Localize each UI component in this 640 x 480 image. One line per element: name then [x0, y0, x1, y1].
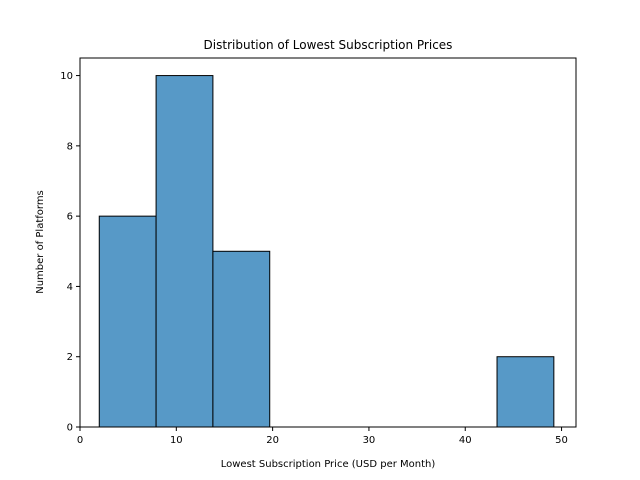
- y-tick-label: 2: [67, 352, 73, 363]
- bars-group: [98, 75, 555, 428]
- x-tick-label: 0: [77, 435, 83, 446]
- y-tick-label: 8: [67, 141, 73, 152]
- x-tick-label: 30: [363, 435, 376, 446]
- chart-title: Distribution of Lowest Subscription Pric…: [204, 38, 453, 52]
- y-axis-ticks: 0 2 4 6 8 10: [60, 71, 80, 434]
- y-tick-label: 4: [67, 282, 73, 293]
- x-axis-ticks: 0 10 20 30 40 50: [77, 427, 568, 446]
- histogram-bar-2: [212, 250, 271, 428]
- y-axis-label: Number of Platforms: [35, 190, 46, 294]
- x-tick-label: 20: [266, 435, 279, 446]
- x-tick-label: 40: [459, 435, 472, 446]
- histogram-bar-7: [496, 356, 555, 428]
- x-axis-label: Lowest Subscription Price (USD per Month…: [221, 459, 436, 470]
- histogram-bar-1: [155, 75, 214, 428]
- x-tick-label: 10: [170, 435, 183, 446]
- histogram-bar-0: [98, 215, 157, 428]
- plot-frame: [79, 57, 577, 428]
- y-tick-label: 6: [67, 212, 73, 223]
- y-tick-label: 10: [60, 71, 73, 82]
- y-tick-label: 0: [67, 423, 73, 434]
- x-tick-label: 50: [555, 435, 568, 446]
